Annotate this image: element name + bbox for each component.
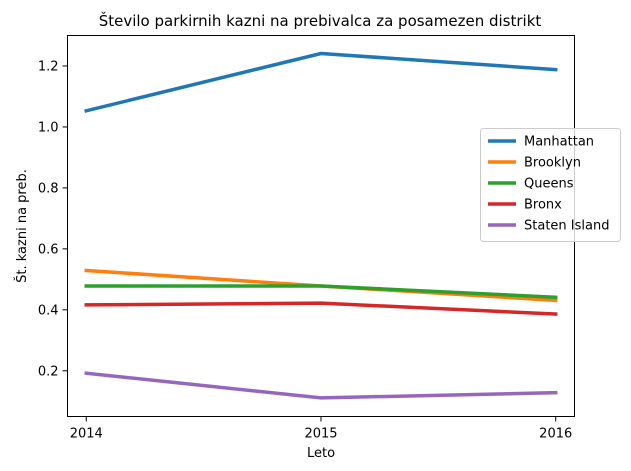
legend-label-4: Staten Island [524, 219, 609, 234]
y-tick-label: 0.6 [38, 242, 59, 257]
series-line-3 [84, 301, 558, 316]
plot-area [84, 51, 558, 400]
y-tick-label: 0.8 [38, 181, 59, 196]
series-line-0 [84, 51, 558, 113]
x-axis-label: Leto [307, 446, 335, 461]
y-axis-label: Št. kazni na preb. [14, 169, 30, 283]
y-tick-label: 0.2 [38, 364, 59, 379]
legend-label-1: Brooklyn [524, 156, 581, 171]
y-tick-label: 1.2 [38, 59, 59, 74]
y-axis: 0.2 0.4 0.6 0.8 1.0 1.2 [38, 59, 68, 379]
legend-box [480, 128, 621, 242]
x-axis: 2014 2015 2016 [70, 416, 572, 442]
legend: Manhattan Brooklyn Queens Bronx Staten Islan… [480, 128, 621, 242]
legend-label-0: Manhattan [524, 135, 594, 150]
x-tick-label: 2015 [304, 427, 337, 442]
y-tick-label: 1.0 [38, 120, 59, 135]
y-tick-label: 0.4 [38, 303, 59, 318]
series-line-4 [84, 371, 558, 400]
legend-label-2: Queens [524, 177, 574, 192]
series-line-2 [84, 284, 558, 300]
legend-label-3: Bronx [524, 198, 562, 213]
x-tick-label: 2016 [539, 427, 572, 442]
x-tick-label: 2014 [70, 427, 103, 442]
chart-title: Število parkirnih kazni na prebivalca za… [99, 11, 542, 30]
